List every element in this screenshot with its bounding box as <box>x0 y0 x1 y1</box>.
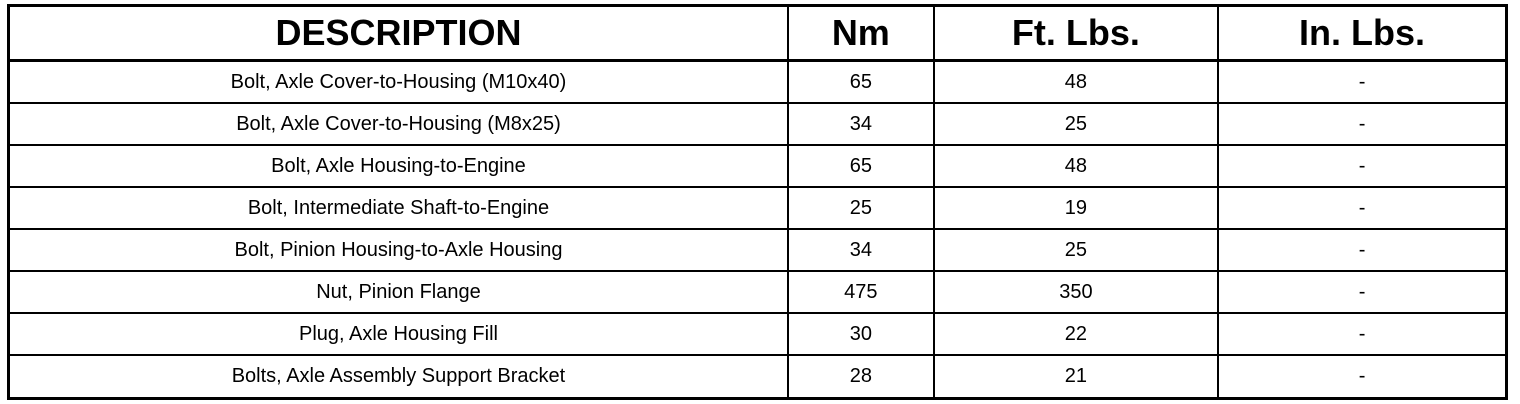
nm-cell: 65 <box>786 144 935 187</box>
ft-lbs-cell: 22 <box>932 312 1220 355</box>
nm-cell: 34 <box>786 102 935 145</box>
header-description: DESCRIPTION <box>7 5 789 62</box>
in-lbs-cell: - <box>1217 144 1508 187</box>
in-lbs-cell: - <box>1217 102 1508 145</box>
in-lbs-cell: - <box>1217 186 1508 229</box>
description-cell: Bolt, Axle Housing-to-Engine <box>7 144 789 187</box>
description-cell: Bolt, Axle Cover-to-Housing (M8x25) <box>7 102 789 145</box>
table-row: Bolt, Axle Cover-to-Housing (M10x40) 65 48… <box>7 59 1508 103</box>
header-nm: Nm <box>786 5 935 62</box>
table-row: Plug, Axle Housing Fill 30 22- <box>7 312 1508 355</box>
nm-cell: 25 <box>786 186 935 229</box>
ft-lbs-cell: 25 <box>932 102 1220 145</box>
header-ft-lbs: Ft. Lbs. <box>932 5 1220 62</box>
description-cell: Plug, Axle Housing Fill <box>7 312 789 355</box>
in-lbs-cell: - <box>1217 312 1508 355</box>
torque-spec-table: DESCRIPTION Nm Ft. Lbs. In. Lbs. Bolt, A… <box>7 4 1508 400</box>
in-lbs-cell: - <box>1217 228 1508 271</box>
nm-cell: 30 <box>786 312 935 355</box>
ft-lbs-cell: 48 <box>932 59 1220 103</box>
description-cell: Bolt, Axle Cover-to-Housing (M10x40) <box>7 59 789 103</box>
table-row: Bolt, Axle Housing-to-Engine 65 48- <box>7 144 1508 187</box>
ft-lbs-cell: 350 <box>932 270 1220 313</box>
nm-cell: 65 <box>786 59 935 103</box>
table-row: Bolt, Pinion Housing-to-Axle Housing 34 25… <box>7 228 1508 271</box>
nm-cell: 475 <box>786 270 935 313</box>
ft-lbs-cell: 25 <box>932 228 1220 271</box>
ft-lbs-cell: 21 <box>932 354 1220 399</box>
table-row: Nut, Pinion Flange 475 350- <box>7 270 1508 313</box>
nm-cell: 34 <box>786 228 935 271</box>
table-row: Bolt, Intermediate Shaft-to-Engine 25 19- <box>7 186 1508 229</box>
ft-lbs-cell: 48 <box>932 144 1220 187</box>
nm-cell: 28 <box>786 354 935 399</box>
description-cell: Bolt, Pinion Housing-to-Axle Housing <box>7 228 789 271</box>
ft-lbs-cell: 19 <box>932 186 1220 229</box>
in-lbs-cell: - <box>1217 354 1508 399</box>
in-lbs-cell: - <box>1217 270 1508 313</box>
header-row: DESCRIPTION Nm Ft. Lbs. In. Lbs. <box>7 5 1508 62</box>
table-row: Bolt, Axle Cover-to-Housing (M8x25) 34 25- <box>7 102 1508 145</box>
in-lbs-cell: - <box>1217 59 1508 103</box>
description-cell: Bolts, Axle Assembly Support Bracket <box>7 354 789 399</box>
header-in-lbs: In. Lbs. <box>1217 5 1508 62</box>
description-cell: Nut, Pinion Flange <box>7 270 789 313</box>
description-cell: Bolt, Intermediate Shaft-to-Engine <box>7 186 789 229</box>
table-row: Bolts, Axle Assembly Support Bracket 28 21… <box>7 354 1508 399</box>
